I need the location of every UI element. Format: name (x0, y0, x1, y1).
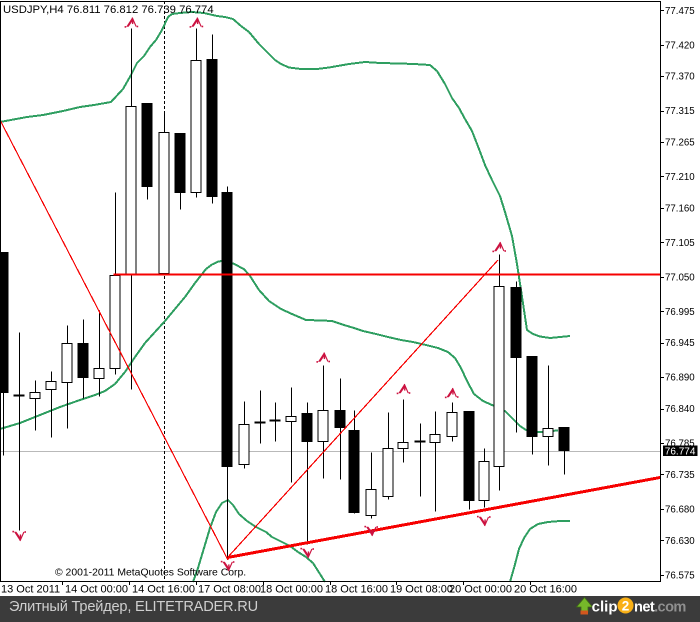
svg-text:clip: clip (592, 599, 618, 616)
svg-text:76.680: 76.680 (665, 504, 695, 515)
svg-text:14 Oct 16:00: 14 Oct 16:00 (132, 584, 195, 596)
svg-text:77.420: 77.420 (665, 40, 695, 51)
svg-text:77.210: 77.210 (665, 172, 695, 183)
svg-text:76.630: 76.630 (665, 536, 695, 547)
svg-text:76.890: 76.890 (665, 373, 695, 384)
svg-text:77.050: 77.050 (665, 272, 695, 283)
svg-text:17 Oct 08:00: 17 Oct 08:00 (198, 584, 261, 596)
svg-text:Элитный Трейдер, ELITETRADER.R: Элитный Трейдер, ELITETRADER.RU (9, 599, 258, 615)
svg-text:76.840: 76.840 (665, 404, 695, 415)
svg-text:76.995: 76.995 (665, 307, 695, 318)
svg-text:76.785: 76.785 (665, 439, 695, 450)
svg-text:77.315: 77.315 (665, 106, 695, 117)
svg-text:76.774: 76.774 (665, 446, 696, 457)
svg-text:77.160: 77.160 (665, 203, 695, 214)
svg-text:77.475: 77.475 (665, 6, 695, 17)
svg-text:77.265: 77.265 (665, 138, 695, 149)
svg-text:76.945: 76.945 (665, 338, 695, 349)
svg-text:2: 2 (622, 599, 630, 614)
svg-text:18 Oct 16:00: 18 Oct 16:00 (325, 584, 388, 596)
svg-text:14 Oct 00:00: 14 Oct 00:00 (65, 584, 128, 596)
svg-text:77.105: 77.105 (665, 238, 695, 249)
svg-text:77.370: 77.370 (665, 72, 695, 83)
svg-text:© 2001-2011 MetaQuotes Softwar: © 2001-2011 MetaQuotes Software Corp. (55, 568, 246, 579)
svg-text:76.575: 76.575 (665, 570, 695, 581)
svg-text:USDJPY,H4 76.811 76.812 76.73: USDJPY,H4 76.811 76.812 76.739 76.774 (3, 4, 214, 16)
svg-text:76.735: 76.735 (665, 470, 695, 481)
svg-text:19 Oct 08:00: 19 Oct 08:00 (390, 584, 453, 596)
svg-text:18 Oct 00:00: 18 Oct 00:00 (260, 584, 323, 596)
svg-text:20 Oct 00:00: 20 Oct 00:00 (449, 584, 512, 596)
svg-text:net.com: net.com (634, 600, 686, 616)
svg-text:13 Oct 2011: 13 Oct 2011 (1, 584, 60, 596)
svg-text:20 Oct 16:00: 20 Oct 16:00 (514, 584, 577, 596)
